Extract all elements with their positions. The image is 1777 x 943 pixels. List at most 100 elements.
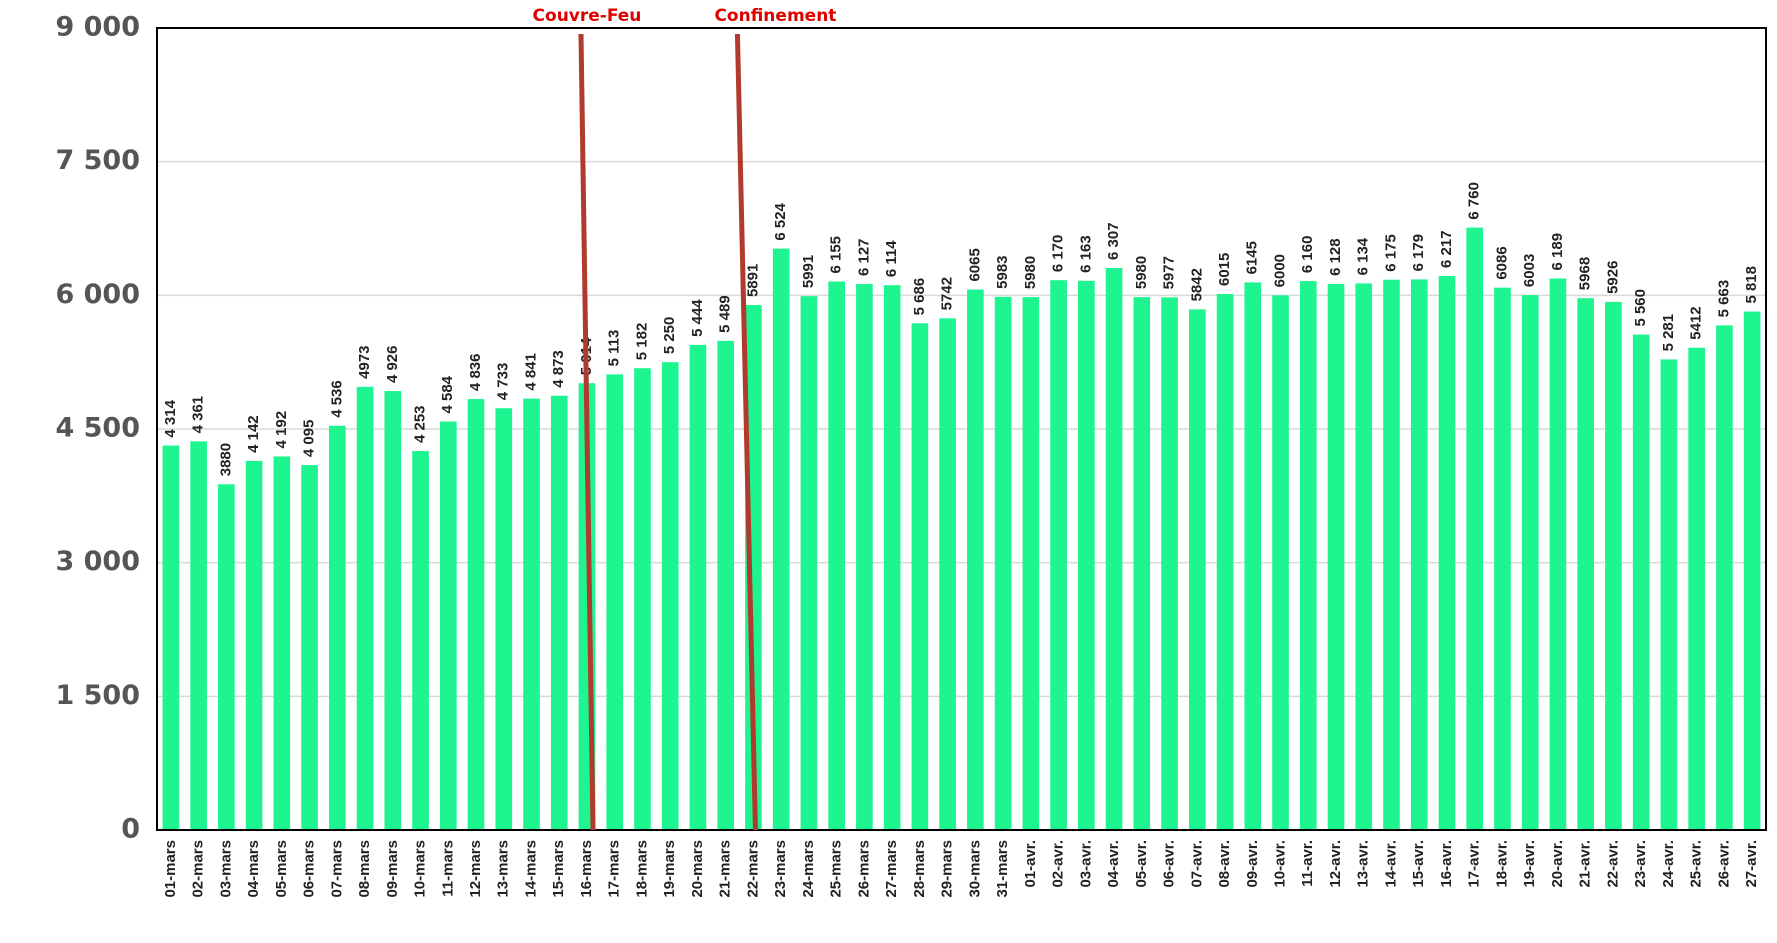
bar	[1078, 280, 1095, 830]
x-tick-label: 31-mars	[994, 840, 1011, 898]
bar	[911, 323, 929, 830]
value-label: 4 095	[301, 420, 318, 458]
x-tick-label: 13-mars	[495, 840, 512, 898]
x-tick-label: 27-mars	[883, 840, 900, 898]
value-label: 4 142	[245, 415, 262, 453]
bar	[1716, 325, 1733, 830]
x-tick-label: 14-mars	[522, 840, 539, 898]
x-tick-label: 15-mars	[550, 840, 567, 898]
value-label: 5 182	[633, 323, 650, 361]
plot-border	[156, 27, 1767, 831]
bar	[1743, 311, 1761, 831]
value-label: 5 113	[606, 330, 623, 367]
x-tick-label: 04-mars	[245, 840, 262, 898]
x-tick-label: 13-avr.	[1355, 840, 1372, 888]
value-label: 6 179	[1410, 234, 1427, 272]
value-label: 5 686	[911, 278, 928, 316]
value-label: 5 444	[689, 299, 706, 337]
x-tick-label: 17-avr.	[1466, 840, 1483, 888]
value-label: 4 361	[190, 396, 207, 434]
value-label: 4 536	[328, 380, 345, 418]
bar	[1660, 359, 1678, 830]
value-label: 4 314	[162, 399, 179, 437]
bar	[1244, 282, 1262, 830]
bar	[994, 296, 1012, 830]
value-label: 4 836	[467, 354, 484, 392]
x-tick-label: 17-mars	[606, 840, 623, 898]
value-label: 6 127	[855, 238, 872, 276]
x-tick-label: 10-avr.	[1271, 840, 1288, 888]
value-label: 6003	[1521, 254, 1538, 287]
x-tick-label: 02-avr.	[1050, 840, 1067, 888]
x-tick-label: 18-avr.	[1493, 840, 1510, 888]
bar	[634, 368, 651, 830]
bar	[856, 284, 873, 830]
x-tick-label: 07-mars	[328, 840, 345, 898]
value-label: 6015	[1216, 253, 1233, 286]
value-label: 6 170	[1050, 235, 1067, 273]
x-tick-label: 25-mars	[828, 840, 845, 898]
bar	[1494, 287, 1511, 830]
x-tick-label: 26-avr.	[1715, 840, 1732, 888]
x-tick-label: 01-mars	[162, 840, 179, 898]
bar	[1605, 301, 1622, 830]
bar	[939, 318, 956, 830]
annotation: Couvre-Feu	[533, 6, 642, 26]
value-label: 5983	[994, 255, 1011, 288]
y-tick-label: 6 000	[55, 279, 140, 310]
bar	[495, 408, 513, 830]
x-tick-label: 09-mars	[384, 840, 401, 898]
bar	[883, 285, 901, 830]
x-tick-label: 20-mars	[689, 840, 706, 898]
value-label: 5968	[1577, 257, 1594, 290]
value-label: 4973	[356, 345, 373, 378]
y-tick-label: 0	[121, 814, 140, 845]
x-tick-label: 16-mars	[578, 840, 595, 898]
value-label: 5980	[1133, 256, 1150, 289]
value-label: 5 663	[1715, 280, 1732, 318]
value-label: 6 155	[828, 236, 845, 274]
value-label: 6 175	[1382, 234, 1399, 272]
bar	[1050, 280, 1067, 830]
bar	[1383, 279, 1400, 830]
bar	[356, 386, 374, 830]
bar	[550, 395, 568, 830]
value-label: 6 128	[1327, 238, 1344, 276]
x-tick-label: 08-mars	[356, 840, 373, 898]
value-label: 6 134	[1355, 237, 1372, 275]
value-label: 5842	[1188, 268, 1205, 301]
bar	[1188, 309, 1206, 830]
x-tick-label: 10-mars	[412, 840, 429, 898]
x-tick-label: 16-avr.	[1438, 840, 1455, 888]
annotation-line	[734, 33, 758, 831]
x-tick-label: 06-avr.	[1161, 840, 1178, 888]
bar	[162, 445, 180, 830]
bar	[1216, 293, 1234, 830]
bar	[467, 399, 485, 830]
bar	[1521, 295, 1539, 830]
value-label: 5 250	[661, 317, 678, 355]
x-tick-label: 08-avr.	[1216, 840, 1233, 888]
bar	[190, 441, 207, 830]
bar	[1105, 267, 1123, 831]
value-label: 6000	[1271, 254, 1288, 287]
y-tick-label: 3 000	[55, 546, 140, 577]
x-tick-label: 22-avr.	[1604, 840, 1621, 888]
bar	[772, 248, 790, 831]
x-tick-label: 12-avr.	[1327, 840, 1344, 888]
bar	[967, 289, 984, 830]
value-label: 6086	[1493, 246, 1510, 279]
bar	[328, 425, 346, 830]
x-tick-label: 26-mars	[855, 840, 872, 898]
value-label: 4 253	[412, 405, 429, 443]
value-label: 5926	[1604, 261, 1621, 294]
y-tick-label: 7 500	[55, 145, 140, 176]
value-label: 4 873	[550, 350, 567, 388]
bar	[1272, 295, 1289, 830]
bar	[412, 451, 429, 830]
x-tick-label: 15-avr.	[1410, 840, 1427, 888]
x-tick-label: 06-mars	[301, 840, 318, 898]
bar	[384, 391, 402, 830]
bar	[1577, 298, 1595, 830]
value-label: 6145	[1244, 241, 1261, 274]
